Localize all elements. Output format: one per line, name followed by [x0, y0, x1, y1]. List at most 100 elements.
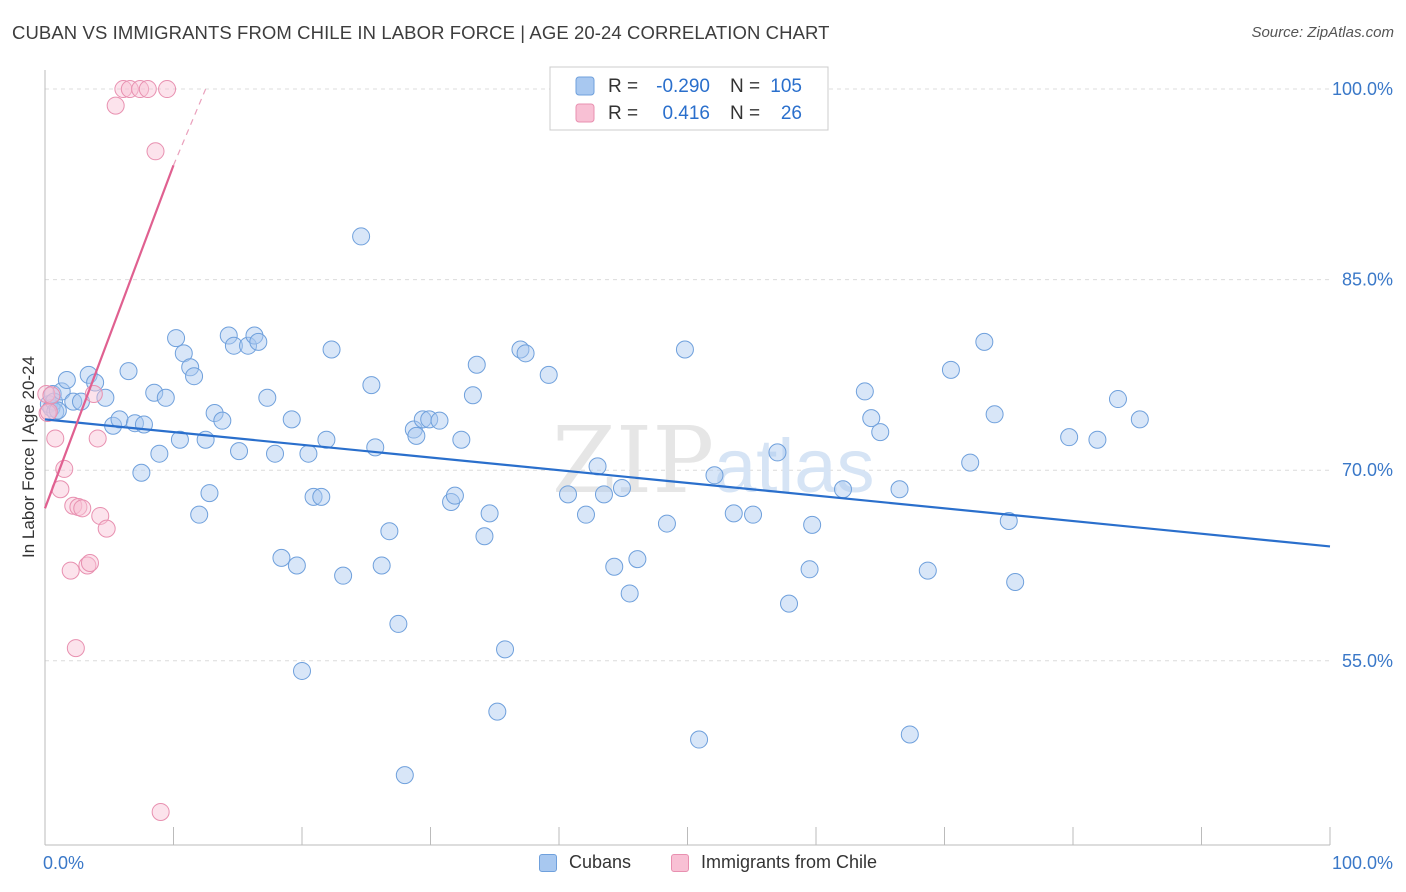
chile-point-13 [80, 553, 99, 572]
cubans-point-91 [803, 515, 822, 534]
cubans-point-38 [258, 388, 277, 407]
cubans-point-34 [230, 442, 249, 461]
cubans-point-54 [380, 522, 399, 541]
chile-point-2 [39, 402, 58, 421]
legend-item-cubans: Cubans [539, 852, 631, 873]
cubans-point-55 [389, 614, 408, 633]
cubans-point-44 [299, 444, 318, 463]
chile-point-21 [131, 80, 150, 99]
cubans-point-101 [975, 332, 994, 351]
cubans-point-45 [304, 487, 323, 506]
chile-point-6 [55, 459, 74, 478]
cubans-point-26 [185, 367, 204, 386]
y-tick-labels: 100.0% 85.0% 70.0% 55.0% [1332, 79, 1393, 671]
legend-top-r-value-cubans: -0.290 [656, 76, 710, 97]
cubans-point-90 [800, 560, 819, 579]
cubans-point-92 [833, 480, 852, 499]
y-tick-label-2: 70.0% [1342, 460, 1393, 480]
legend-top-n-value-cubans: 105 [770, 76, 802, 97]
cubans-point-68 [480, 504, 499, 523]
y-axis-label: In Labor Force | Age 20-24 [19, 356, 38, 558]
legend-top-swatch-chile [575, 103, 595, 123]
cubans-point-87 [744, 505, 763, 524]
y-tick-label-1: 85.0% [1342, 270, 1393, 290]
cubans-point-43 [293, 661, 311, 680]
cubans-point-75 [576, 505, 595, 524]
chile-point-17 [97, 519, 116, 538]
y-tick-label-0: 100.0% [1332, 79, 1393, 99]
cubans-point-106 [1088, 430, 1107, 449]
cubans-point-50 [352, 227, 371, 246]
cubans-point-58 [407, 426, 426, 445]
x-tick-label-0: 0.0% [43, 853, 84, 873]
watermark-atlas: atlas [714, 424, 875, 509]
cubans-point-15 [119, 362, 138, 381]
cubans-point-37 [249, 332, 268, 351]
cubans-point-78 [605, 557, 624, 576]
cubans-point-21 [156, 388, 175, 407]
chile-points [37, 80, 177, 821]
axes [44, 70, 1331, 846]
source-label: Source: ZipAtlas.com [1251, 24, 1394, 41]
cubans-point-64 [452, 430, 471, 449]
cubans-point-95 [871, 423, 890, 442]
chile-point-1 [38, 404, 57, 423]
cubans-point-107 [1108, 390, 1127, 409]
cubans-point-39 [266, 444, 285, 463]
cubans-point-49 [334, 566, 353, 585]
cubans-point-86 [724, 504, 743, 523]
cubans-point-100 [961, 453, 980, 472]
cubans-point-40 [272, 548, 291, 567]
cubans-point-8 [64, 392, 83, 411]
cubans-point-67 [475, 527, 494, 546]
cubans-point-73 [539, 365, 558, 384]
y-tick-label-3: 55.0% [1342, 651, 1393, 671]
cubans-point-89 [780, 594, 799, 613]
cubans-point-25 [181, 358, 200, 377]
cubans-point-82 [657, 514, 676, 533]
cubans-point-63 [445, 486, 464, 505]
gridlines [45, 88, 1330, 662]
cubans-point-72 [516, 344, 535, 363]
cubans-point-17 [132, 463, 151, 482]
cubans-point-98 [918, 561, 937, 580]
watermark-zip: ZIP [552, 407, 714, 514]
chile-point-4 [46, 429, 65, 448]
legend-top-r-label-chile: R = [608, 103, 638, 124]
legend-top-r-value-chile: 0.416 [662, 103, 710, 124]
chile-point-18 [106, 96, 125, 115]
cubans-point-19 [145, 383, 164, 402]
cubans-point-104 [1006, 573, 1025, 592]
cubans-point-56 [395, 766, 414, 785]
cubans-point-27 [190, 505, 209, 524]
legend-item-chile: Immigrants from Chile [671, 852, 877, 873]
cubans-point-35 [239, 336, 258, 355]
cubans-point-69 [488, 702, 507, 721]
chile-point-20 [120, 80, 139, 99]
cubans-trend-line [44, 418, 1331, 548]
cubans-point-7 [57, 371, 76, 389]
chile-point-24 [151, 802, 170, 821]
legend-swatch-chile [671, 853, 689, 872]
cubans-point-99 [941, 360, 960, 379]
cubans-point-105 [1060, 428, 1079, 447]
cubans-point-84 [690, 730, 709, 749]
cubans-point-48 [322, 340, 341, 359]
legend-top-r-label-cubans: R = [608, 76, 638, 97]
legend-label-chile: Immigrants from Chile [701, 852, 878, 872]
cubans-point-22 [167, 329, 186, 348]
legend-label-cubans: Cubans [569, 852, 632, 872]
cubans-point-79 [612, 478, 631, 497]
cubans-point-108 [1130, 410, 1149, 429]
chile-point-22 [138, 80, 157, 99]
chile-point-15 [88, 429, 107, 448]
cubans-point-96 [890, 480, 909, 499]
cubans-point-29 [200, 484, 219, 503]
cubans-point-65 [463, 386, 482, 405]
cubans-point-80 [620, 584, 639, 603]
cubans-point-81 [628, 550, 647, 569]
cubans-point-6 [52, 382, 71, 401]
cubans-point-83 [675, 340, 694, 359]
chile-trend-line [43, 164, 175, 509]
